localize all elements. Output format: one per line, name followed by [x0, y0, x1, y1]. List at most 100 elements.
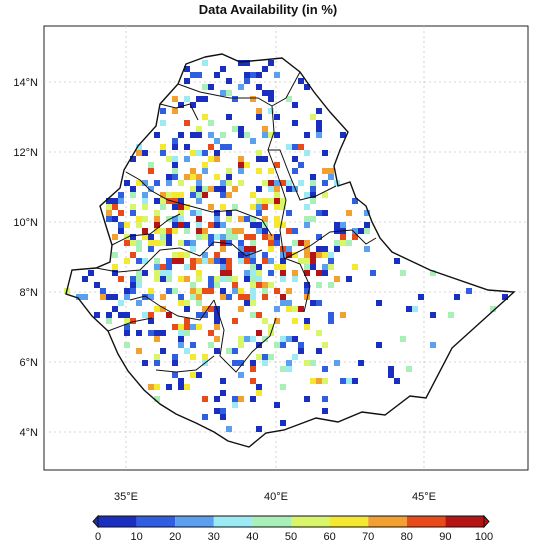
station-cell — [106, 204, 112, 210]
station-cell — [166, 270, 172, 276]
station-cell — [304, 246, 310, 252]
station-cell — [142, 234, 148, 240]
station-cell — [148, 240, 154, 246]
station-cell — [232, 318, 238, 324]
station-cell — [316, 300, 322, 306]
station-cell — [220, 294, 226, 300]
station-cell — [328, 168, 334, 174]
station-cell — [244, 60, 250, 66]
station-cell — [334, 222, 340, 228]
lon-tick-label: 35°E — [114, 491, 138, 503]
station-cell — [304, 258, 310, 264]
station-cell — [298, 162, 304, 168]
colorbar-segment — [213, 516, 253, 527]
station-cell — [130, 282, 136, 288]
station-cell — [172, 372, 178, 378]
station-cell — [214, 174, 220, 180]
station-cell — [286, 300, 292, 306]
station-cell — [256, 210, 262, 216]
station-cell — [310, 198, 316, 204]
station-cell — [148, 312, 154, 318]
station-cell — [298, 348, 304, 354]
station-cell — [220, 276, 226, 282]
station-cell — [178, 276, 184, 282]
station-cell — [274, 234, 280, 240]
station-cell — [280, 222, 286, 228]
station-cell — [364, 228, 370, 234]
station-cell — [208, 282, 214, 288]
station-cell — [262, 66, 268, 72]
station-cell — [100, 294, 106, 300]
station-cell — [316, 210, 322, 216]
station-cell — [466, 288, 472, 294]
station-cell — [334, 240, 340, 246]
station-cell — [232, 186, 238, 192]
station-cell — [358, 228, 364, 234]
station-cell — [316, 270, 322, 276]
station-cell — [196, 372, 202, 378]
station-cell — [280, 384, 286, 390]
station-cell — [292, 102, 298, 108]
station-cell — [136, 348, 142, 354]
station-cell — [316, 126, 322, 132]
station-cell — [316, 348, 322, 354]
station-cell — [196, 126, 202, 132]
station-cell — [268, 282, 274, 288]
station-cell — [226, 90, 232, 96]
station-cell — [256, 426, 262, 432]
colorbar-tick-label: 70 — [362, 531, 374, 543]
station-cell — [226, 276, 232, 282]
station-cell — [178, 102, 184, 108]
station-cell — [160, 330, 166, 336]
station-cell — [250, 72, 256, 78]
station-cell — [184, 78, 190, 84]
station-cell — [280, 264, 286, 270]
station-cell — [184, 318, 190, 324]
station-cell — [220, 390, 226, 396]
station-cell — [256, 222, 262, 228]
station-cell — [502, 294, 508, 300]
station-cell — [112, 306, 118, 312]
station-cell — [268, 90, 274, 96]
station-cell — [274, 204, 280, 210]
station-cell — [250, 312, 256, 318]
station-cell — [172, 252, 178, 258]
station-cell — [388, 366, 394, 372]
station-cell — [292, 252, 298, 258]
station-cell — [178, 132, 184, 138]
station-cell — [310, 264, 316, 270]
station-cell — [406, 366, 412, 372]
station-cell — [112, 294, 118, 300]
station-cell — [286, 288, 292, 294]
station-cell — [136, 144, 142, 150]
data-availability-cells — [64, 60, 508, 432]
station-cell — [256, 198, 262, 204]
station-cell — [214, 234, 220, 240]
station-cell — [352, 234, 358, 240]
colorbar-tick-label: 30 — [208, 531, 220, 543]
station-cell — [202, 84, 208, 90]
colorbar-segment — [445, 516, 484, 527]
station-cell — [154, 222, 160, 228]
station-cell — [148, 168, 154, 174]
station-cell — [352, 378, 358, 384]
station-cell — [238, 180, 244, 186]
station-cell — [274, 186, 280, 192]
station-cell — [184, 120, 190, 126]
station-cell — [154, 240, 160, 246]
station-cell — [250, 258, 256, 264]
longitude-axis: 35°E 40°E 45°E — [114, 491, 436, 503]
station-cell — [418, 294, 424, 300]
station-cell — [154, 306, 160, 312]
station-cell — [244, 300, 250, 306]
station-cell — [208, 288, 214, 294]
station-cell — [202, 312, 208, 318]
station-cell — [454, 294, 460, 300]
station-cell — [220, 66, 226, 72]
station-cell — [130, 288, 136, 294]
station-cell — [208, 156, 214, 162]
station-cell — [160, 264, 166, 270]
station-cell — [250, 240, 256, 246]
station-cell — [178, 210, 184, 216]
station-cell — [202, 288, 208, 294]
